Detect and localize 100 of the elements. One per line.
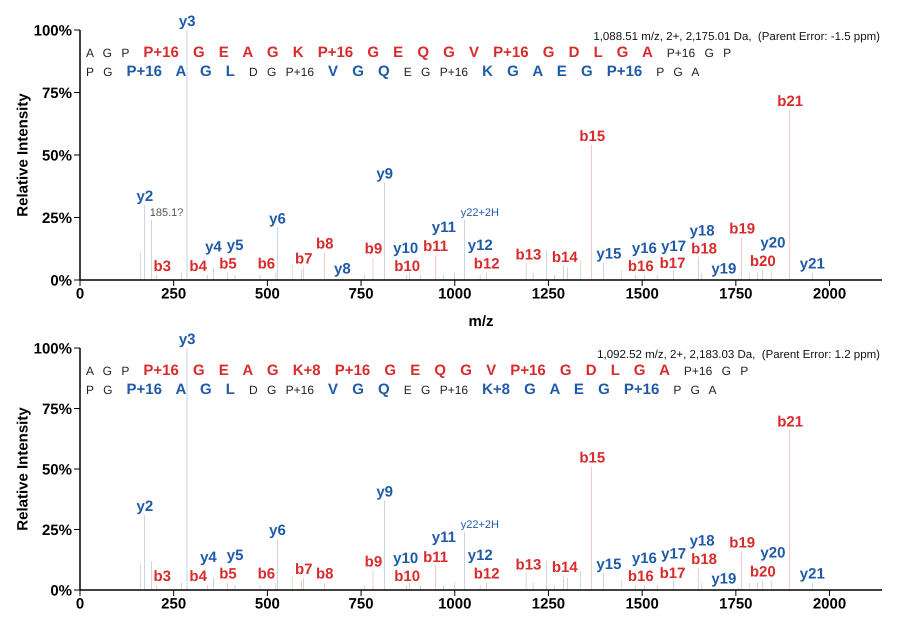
annotation: y17 bbox=[661, 238, 686, 255]
annotation: b16 bbox=[628, 568, 654, 586]
annotation: 1,088.51 m/z, 2+, 2,175.01 Da, (Parent Error: -1.5 ppm) bbox=[593, 31, 880, 43]
annotation: y5 bbox=[226, 547, 244, 564]
annotation: b12 bbox=[474, 256, 500, 272]
x-tick-label: 1000 bbox=[438, 596, 472, 613]
annotation: y18 bbox=[690, 222, 715, 240]
y-tick-label: 0% bbox=[50, 272, 72, 290]
annotation: P G A bbox=[673, 383, 716, 397]
annotation: E G P+16 bbox=[404, 65, 468, 79]
annotation: b3 bbox=[153, 258, 171, 275]
annotation: b14 bbox=[552, 249, 578, 266]
x-tick-label: 1500 bbox=[625, 596, 659, 613]
x-tick-label: 1250 bbox=[532, 286, 566, 303]
annotation: y9 bbox=[376, 483, 394, 500]
annotation: y10 bbox=[393, 240, 418, 257]
annotation: P G bbox=[86, 383, 112, 397]
x-tick-label: 1000 bbox=[438, 286, 472, 303]
annotation: b10 bbox=[394, 258, 420, 275]
x-axis-title: m/z bbox=[468, 313, 494, 330]
annotation: b9 bbox=[364, 554, 382, 571]
annotation: E G P+16 bbox=[404, 383, 468, 397]
annotation: b17 bbox=[660, 565, 686, 582]
annotation: b21 bbox=[777, 413, 804, 430]
annotation: 1,092.52 m/z, 2+, 2,183.03 Da, (Parent Error: 1.2 ppm) bbox=[597, 349, 880, 361]
annotation: P+16 G E A G K+8 P+16 G E Q G V P+16 G D L G A bbox=[143, 362, 670, 379]
annotation: b21 bbox=[777, 93, 804, 110]
y-tick-label: 100% bbox=[34, 340, 72, 358]
annotation: P+16 G P bbox=[684, 364, 748, 378]
x-tick-label: 750 bbox=[348, 286, 374, 303]
annotation: A G P bbox=[86, 364, 130, 378]
x-tick-label: 500 bbox=[254, 286, 280, 303]
y-tick-label: 0% bbox=[50, 582, 72, 600]
annotation: y10 bbox=[393, 550, 418, 568]
annotation: y20 bbox=[760, 234, 786, 252]
annotation: D G P+16 bbox=[248, 65, 314, 79]
x-tick-label: 250 bbox=[161, 596, 186, 613]
annotation: b4 bbox=[189, 258, 208, 275]
annotation: b11 bbox=[423, 548, 448, 566]
y-tick-label: 75% bbox=[42, 400, 72, 418]
annotation: 185.1? bbox=[150, 207, 184, 219]
x-tick-label: 500 bbox=[254, 596, 280, 613]
y-tick-label: 100% bbox=[34, 22, 72, 40]
annotation: b19 bbox=[729, 220, 756, 238]
x-tick-label: 0 bbox=[76, 596, 84, 613]
x-tick-label: 2000 bbox=[812, 286, 846, 303]
y-tick-label: 50% bbox=[42, 147, 72, 164]
annotation: y12 bbox=[468, 237, 493, 254]
y-tick-label: 75% bbox=[42, 84, 72, 102]
annotation: y15 bbox=[596, 246, 622, 262]
annotation: y19 bbox=[711, 570, 736, 588]
x-tick-label: 1750 bbox=[719, 286, 753, 303]
annotation: y22+2H bbox=[460, 207, 500, 219]
annotation: y3 bbox=[178, 331, 196, 348]
annotation: y19 bbox=[711, 260, 736, 278]
annotation: y15 bbox=[596, 556, 622, 574]
annotation: y20 bbox=[760, 544, 786, 562]
annotation: V G Q bbox=[328, 381, 390, 398]
annotation: b8 bbox=[316, 566, 334, 583]
annotation: K G A E G P+16 bbox=[482, 63, 642, 80]
annotation: y2 bbox=[136, 188, 154, 205]
annotation: b4 bbox=[189, 568, 208, 586]
annotation: y3 bbox=[178, 13, 196, 30]
annotation: y21 bbox=[800, 256, 825, 272]
annotation: b11 bbox=[423, 238, 448, 255]
x-tick-label: 750 bbox=[348, 596, 374, 613]
annotation: b7 bbox=[294, 560, 312, 578]
annotation: P+16 A G L bbox=[126, 63, 235, 80]
annotation: b12 bbox=[474, 566, 500, 583]
annotation: y2 bbox=[136, 498, 154, 515]
annotation: b6 bbox=[258, 566, 276, 583]
annotation: y4 bbox=[200, 548, 218, 566]
annotation: y9 bbox=[376, 166, 394, 182]
annotation: b10 bbox=[394, 568, 420, 586]
annotation: y6 bbox=[269, 210, 286, 228]
x-tick-label: 0 bbox=[76, 286, 84, 303]
annotation: b8 bbox=[316, 236, 334, 252]
y-tick-label: 50% bbox=[42, 461, 72, 478]
annotation: b19 bbox=[729, 534, 756, 552]
x-tick-label: 1500 bbox=[625, 286, 659, 303]
y-axis-title: Relative Intensity bbox=[14, 92, 32, 217]
annotation: b18 bbox=[691, 551, 718, 568]
annotation: A G P bbox=[86, 46, 130, 60]
annotation: V G Q bbox=[328, 63, 390, 80]
annotation: P+16 A G L bbox=[126, 381, 235, 398]
annotation: b7 bbox=[294, 250, 312, 268]
annotation: b6 bbox=[258, 256, 276, 272]
annotation: y11 bbox=[432, 529, 456, 546]
annotation: b20 bbox=[750, 563, 776, 580]
annotation: b5 bbox=[219, 566, 237, 583]
annotation: y22+2H bbox=[460, 518, 500, 531]
annotation: y4 bbox=[205, 238, 222, 256]
annotation: b5 bbox=[219, 256, 237, 272]
annotation: b9 bbox=[364, 240, 382, 258]
annotation: b15 bbox=[579, 128, 606, 145]
y-tick-label: 25% bbox=[42, 522, 72, 539]
annotation: b14 bbox=[552, 559, 578, 576]
annotation: b13 bbox=[516, 556, 542, 574]
annotation: y21 bbox=[800, 566, 825, 583]
annotation: b20 bbox=[750, 253, 776, 270]
